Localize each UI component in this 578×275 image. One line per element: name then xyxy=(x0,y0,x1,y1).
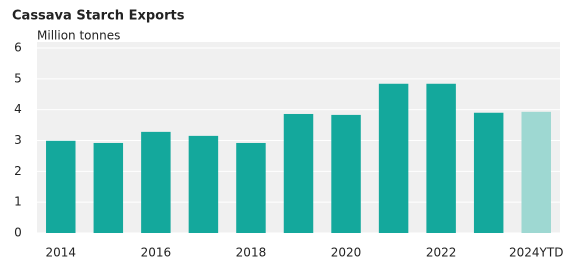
y-tick-label: 5 xyxy=(14,71,22,85)
x-tick-label: 2014 xyxy=(45,246,76,260)
bar xyxy=(473,112,504,233)
bar xyxy=(46,140,76,233)
x-tick-label: 2020 xyxy=(331,246,362,260)
y-tick-label: 1 xyxy=(14,195,22,209)
x-tick-label: 2024YTD xyxy=(509,246,563,260)
chart-title: Cassava Starch Exports xyxy=(12,9,185,24)
bar xyxy=(426,83,456,234)
bar xyxy=(188,135,219,233)
y-tick-label: 6 xyxy=(14,41,22,55)
bar xyxy=(521,111,551,233)
bar xyxy=(331,114,361,233)
y-tick-label: 3 xyxy=(14,133,22,147)
bar xyxy=(283,113,314,233)
x-tick-label: 2022 xyxy=(426,246,457,260)
bar xyxy=(378,83,409,234)
bar xyxy=(93,142,124,233)
x-tick-label: 2016 xyxy=(141,246,172,260)
x-tick-label: 2018 xyxy=(236,246,267,260)
y-axis-label: Million tonnes xyxy=(37,29,120,43)
y-tick-label: 4 xyxy=(14,102,22,116)
y-tick-label: 2 xyxy=(14,164,22,178)
y-tick-label: 0 xyxy=(14,226,22,240)
bar xyxy=(236,142,266,233)
bar xyxy=(141,131,171,233)
